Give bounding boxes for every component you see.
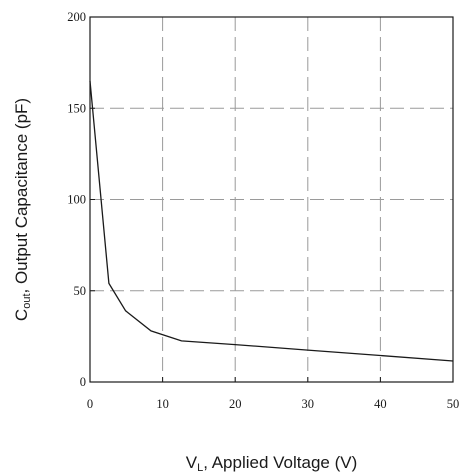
y-tick-label: 200 <box>67 10 86 24</box>
x-tick-label: 20 <box>229 397 242 411</box>
capacitance-curve <box>89 80 454 362</box>
y-axis-title-subscript: out <box>21 294 33 309</box>
x-axis-title-subscript: L <box>197 462 203 474</box>
grid-lines <box>90 17 453 382</box>
y-tick-label: 100 <box>67 193 86 207</box>
tick-marks <box>89 16 454 383</box>
x-tick-label: 10 <box>156 397 169 411</box>
x-axis-title-main: V <box>186 453 198 472</box>
y-axis-title: Cout, Output Capacitance (pF) <box>12 98 33 321</box>
y-axis-title-main: C <box>12 309 31 321</box>
x-tick-labels: 0 10 20 30 40 50 <box>87 397 459 411</box>
x-axis-title-rest: , Applied Voltage (V) <box>203 453 357 472</box>
x-axis-title: VL, Applied Voltage (V) <box>186 453 358 474</box>
x-tick-label: 0 <box>87 397 93 411</box>
y-tick-labels: 0 50 100 150 200 <box>67 10 86 389</box>
x-tick-label: 30 <box>302 397 315 411</box>
x-tick-label: 40 <box>374 397 387 411</box>
y-tick-label: 50 <box>74 284 87 298</box>
y-tick-label: 150 <box>67 101 86 115</box>
y-tick-label: 0 <box>80 375 86 389</box>
y-axis-title-rest: , Output Capacitance (pF) <box>12 98 31 294</box>
x-tick-label: 50 <box>447 397 460 411</box>
